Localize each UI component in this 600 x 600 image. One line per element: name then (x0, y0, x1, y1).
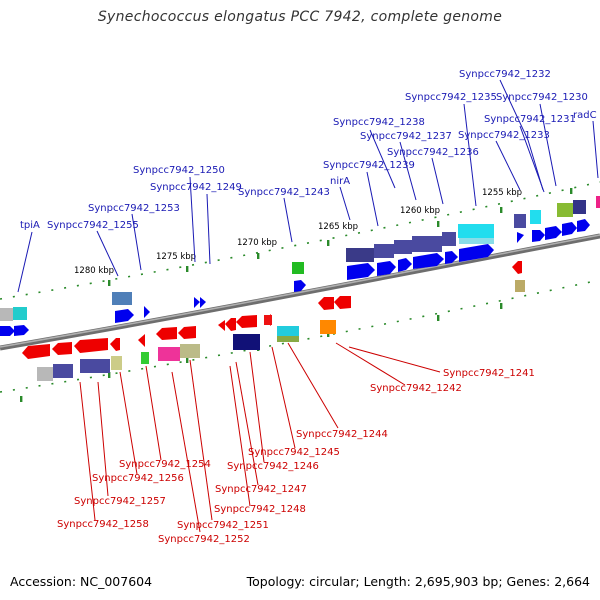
accession-number: Accession: NC_007604 (10, 574, 153, 589)
genome-backbone-highlight (0, 234, 600, 348)
reverse-gene-labels: Synpcc7942_1241 Synpcc7942_1242 Synpcc79… (57, 368, 535, 545)
gene-label[interactable]: Synpcc7942_1243 (238, 187, 330, 198)
gene-arrow[interactable] (445, 251, 458, 264)
gene-arrow[interactable] (52, 342, 72, 355)
gene-arrow[interactable] (110, 338, 120, 351)
gene-label[interactable]: radC (573, 110, 597, 121)
reverse-function-boxes (37, 280, 525, 381)
gene-arrow[interactable] (577, 219, 590, 232)
gene-label[interactable]: Synpcc7942_1245 (248, 447, 340, 458)
gene-arrow[interactable] (545, 226, 562, 240)
outer-reverse-track (0, 279, 600, 393)
gene-arrow[interactable] (14, 325, 29, 336)
gene-label[interactable]: nirA (330, 176, 350, 187)
gene-label[interactable]: Synpcc7942_1253 (88, 203, 180, 214)
gene-label[interactable]: Synpcc7942_1231 (484, 114, 576, 125)
gene-label[interactable]: Synpcc7942_1257 (74, 496, 166, 507)
gene-arrow[interactable] (413, 253, 444, 269)
gene-label[interactable]: Synpcc7942_1251 (177, 520, 269, 531)
scale-label: 1275 kbp (156, 252, 196, 262)
gene-arrow[interactable] (225, 318, 236, 331)
gene-label[interactable]: Synpcc7942_1242 (370, 383, 462, 394)
scale-label: 1260 kbp (400, 206, 440, 216)
map-title: Synechococcus elongatus PCC 7942, comple… (97, 9, 503, 25)
gene-label[interactable]: Synpcc7942_1254 (119, 459, 211, 470)
gene-arrow[interactable] (512, 261, 522, 274)
gene-label[interactable]: Synpcc7942_1249 (150, 182, 242, 193)
gene-arrow[interactable] (334, 296, 351, 309)
genome-backbone (0, 233, 600, 351)
forward-leader-lines (17, 79, 599, 293)
gene-label[interactable]: Synpcc7942_1247 (215, 484, 307, 495)
gene-label[interactable]: Synpcc7942_1246 (227, 461, 319, 472)
forward-gene-labels: Synpcc7942_1232 Synpcc7942_1235 Synpcc79… (20, 69, 597, 231)
gene-arrow[interactable] (532, 230, 545, 242)
gene-arrow[interactable] (138, 334, 145, 347)
gene-label[interactable]: Synpcc7942_1244 (296, 429, 388, 440)
scale-labels: 1280 kbp 1275 kbp 1270 kbp 1265 kbp 1260… (74, 188, 522, 276)
gene-label[interactable]: tpiA (20, 220, 40, 231)
gene-label[interactable]: Synpcc7942_1250 (133, 165, 225, 176)
gene-arrow[interactable] (318, 297, 334, 310)
gene-arrow[interactable] (115, 309, 134, 323)
gene-label[interactable]: Synpcc7942_1258 (57, 519, 149, 530)
reverse-strand-genes (22, 261, 522, 359)
gene-arrow[interactable] (398, 258, 412, 272)
gene-label[interactable]: Synpcc7942_1255 (47, 220, 139, 231)
gene-arrow[interactable] (22, 344, 50, 359)
gene-arrow[interactable] (236, 315, 257, 328)
gene-arrow[interactable] (144, 306, 150, 318)
genome-info: Topology: circular; Length: 2,695,903 bp… (246, 574, 590, 589)
gene-arrow[interactable] (200, 297, 206, 308)
gene-arrow[interactable] (562, 222, 577, 236)
gene-label[interactable]: Synpcc7942_1233 (458, 130, 550, 141)
gene-arrow[interactable] (0, 326, 15, 336)
gene-label[interactable]: Synpcc7942_1256 (92, 473, 184, 484)
forward-strand-genes (0, 219, 590, 336)
gene-label[interactable]: Synpcc7942_1252 (158, 534, 250, 545)
scale-label: 1270 kbp (237, 238, 277, 248)
gene-arrow[interactable] (74, 338, 108, 353)
gene-label[interactable]: Synpcc7942_1237 (360, 131, 452, 142)
gene-label[interactable]: Synpcc7942_1236 (387, 147, 479, 158)
gene-label[interactable]: Synpcc7942_1248 (214, 504, 306, 515)
gene-arrow[interactable] (517, 232, 524, 243)
gene-label[interactable]: Synpcc7942_1235 (405, 92, 497, 103)
forward-function-boxes (0, 196, 600, 321)
gene-label[interactable]: Synpcc7942_1238 (333, 117, 425, 128)
gene-label[interactable]: Synpcc7942_1239 (323, 160, 415, 171)
gene-arrow[interactable] (347, 263, 375, 280)
gene-arrow[interactable] (377, 261, 396, 276)
scale-label: 1255 kbp (482, 188, 522, 198)
gene-arrow[interactable] (218, 320, 225, 331)
gene-arrow[interactable] (178, 326, 196, 339)
gene-arrow[interactable] (294, 280, 306, 292)
scale-label: 1280 kbp (74, 266, 114, 276)
gene-label[interactable]: Synpcc7942_1232 (459, 69, 551, 80)
outer-forward-track (0, 181, 600, 300)
scale-label: 1265 kbp (318, 222, 358, 232)
gene-label[interactable]: Synpcc7942_1230 (496, 92, 588, 103)
gene-arrow[interactable] (194, 297, 200, 308)
reverse-leader-lines (79, 342, 441, 533)
gene-arrow[interactable] (459, 244, 494, 262)
gene-label[interactable]: Synpcc7942_1241 (443, 368, 535, 379)
gene-arrow[interactable] (156, 327, 177, 340)
